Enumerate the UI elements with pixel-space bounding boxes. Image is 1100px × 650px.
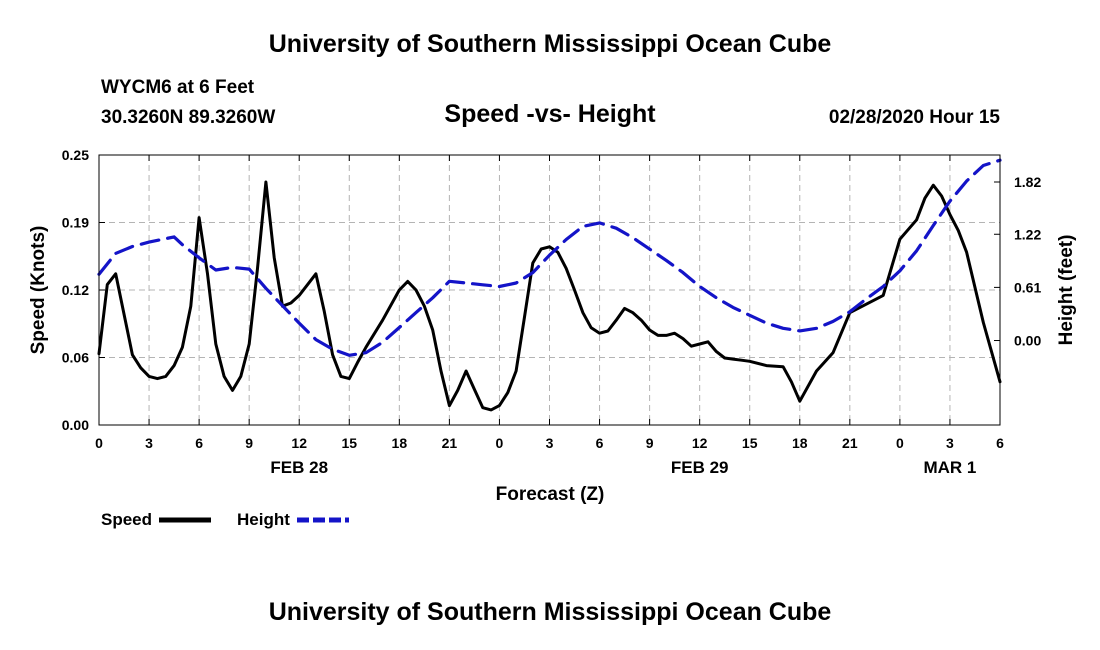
x-tick-label: 15: [742, 435, 758, 451]
station-label: WYCM6 at 6 Feet: [101, 77, 255, 98]
y-left-tick-label: 0.00: [62, 417, 89, 433]
legend-label-height: Height: [237, 510, 290, 529]
x-tick-label: 3: [546, 435, 554, 451]
footer-title: University of Southern Mississippi Ocean…: [268, 598, 832, 626]
x-tick-label: 0: [496, 435, 504, 451]
x-tick-label: 18: [392, 435, 408, 451]
page-title: University of Southern Mississippi Ocean…: [268, 30, 832, 58]
series-speed-line: [97, 180, 1002, 412]
y-left-tick-label: 0.06: [62, 350, 89, 366]
x-tick-label: 3: [145, 435, 153, 451]
y-left-tick-label: 0.19: [62, 215, 89, 231]
date-label: FEB 29: [671, 458, 729, 477]
y-axis-right-label: Height (feet): [1056, 235, 1077, 346]
y-left-tick-label: 0.25: [62, 147, 89, 163]
x-tick-label: 6: [996, 435, 1004, 451]
x-tick-label: 21: [442, 435, 458, 451]
x-tick-label: 18: [792, 435, 808, 451]
x-tick-label: 0: [896, 435, 904, 451]
chart-legend: Speed Height: [101, 510, 349, 529]
y-right-tick-label: 0.61: [1014, 279, 1041, 295]
chart-title: Speed -vs- Height: [444, 100, 656, 128]
date-label: MAR 1: [923, 458, 976, 477]
chart-axes: 0 3 6 9 12 15 18 21 0 3 6 9 12 15 18 21 0 3 6 0.00 0.06 0.12 0…: [62, 147, 1042, 477]
x-tick-label: 0: [95, 435, 103, 451]
y-axis-left-label: Speed (Knots): [28, 226, 49, 355]
chart-grid: [99, 155, 1000, 425]
chart-series: [97, 158, 1002, 412]
y-right-tick-label: 1.22: [1014, 226, 1041, 242]
x-tick-label: 15: [341, 435, 357, 451]
y-left-tick-label: 0.12: [62, 282, 89, 298]
x-tick-label: 12: [692, 435, 708, 451]
x-tick-label: 21: [842, 435, 858, 451]
y-right-tick-label: 1.82: [1014, 174, 1041, 190]
x-axis-label: Forecast (Z): [496, 484, 605, 505]
forecast-timestamp: 02/28/2020 Hour 15: [828, 107, 1000, 128]
x-tick-label: 12: [291, 435, 307, 451]
series-height-line: [97, 158, 1002, 357]
x-tick-label: 9: [646, 435, 654, 451]
station-coordinates: 30.3260N 89.3260W: [101, 107, 276, 128]
y-right-tick-label: 0.00: [1014, 333, 1041, 349]
x-tick-label: 6: [596, 435, 604, 451]
plot-border: [98, 154, 1001, 426]
x-tick-label: 3: [946, 435, 954, 451]
date-label: FEB 28: [270, 458, 328, 477]
x-tick-label: 9: [245, 435, 253, 451]
x-tick-label: 6: [195, 435, 203, 451]
legend-label-speed: Speed: [101, 510, 152, 529]
